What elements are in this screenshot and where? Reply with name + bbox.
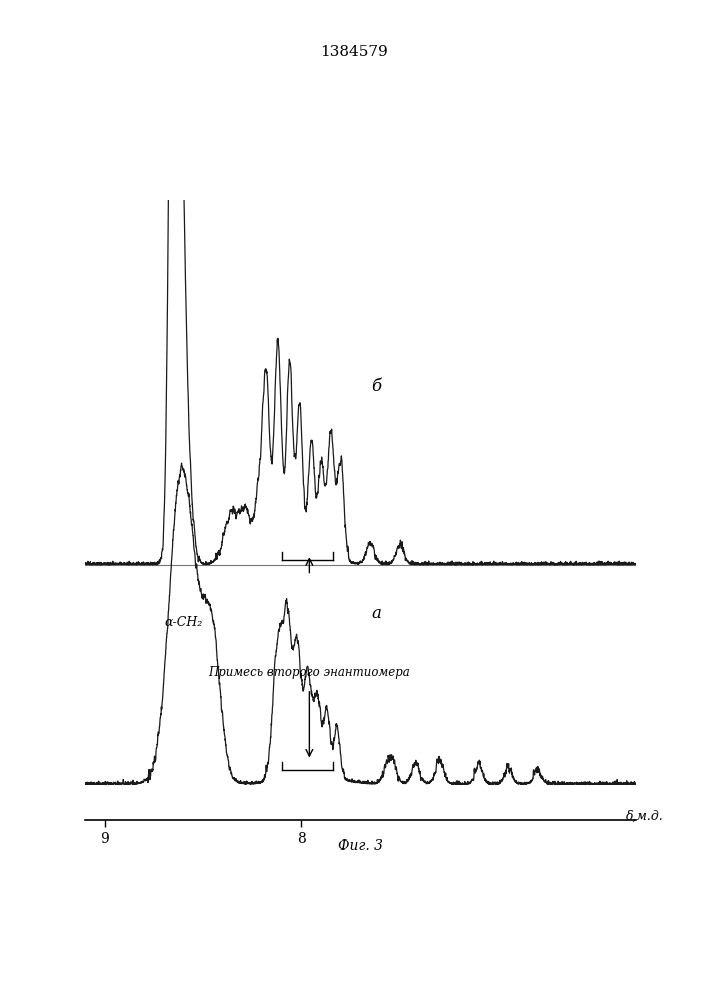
- Text: Примесь второго энантиомера: Примесь второго энантиомера: [209, 666, 410, 679]
- Text: α-CH₂: α-CH₂: [165, 616, 203, 629]
- Text: Фиг. 3: Фиг. 3: [338, 839, 383, 853]
- Text: δ,м.д.: δ,м.д.: [626, 809, 664, 822]
- Text: б: б: [371, 378, 381, 395]
- Text: 1384579: 1384579: [320, 45, 387, 59]
- Text: а: а: [371, 605, 381, 622]
